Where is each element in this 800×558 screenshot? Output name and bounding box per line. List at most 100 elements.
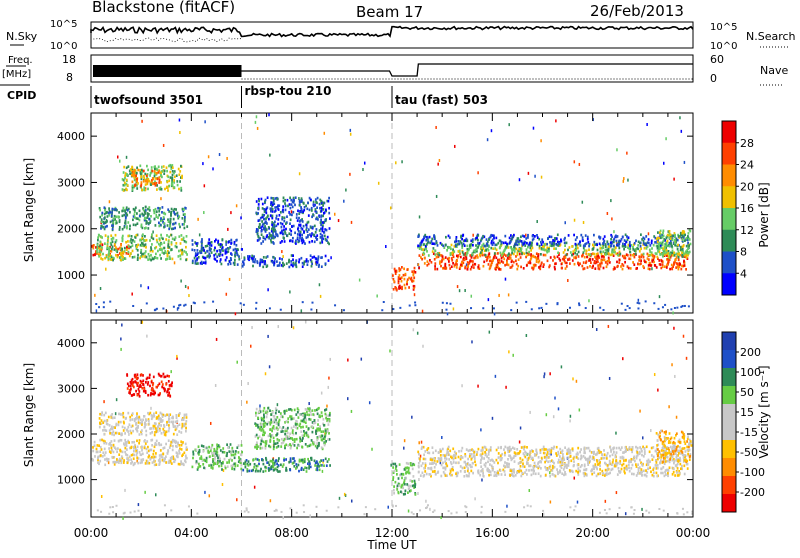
echo-cell (327, 236, 329, 239)
echo-cell (285, 469, 287, 472)
echo-cell (680, 246, 682, 249)
echo-cell (305, 418, 307, 421)
echo-cell (267, 196, 269, 199)
echo-cell (164, 446, 166, 449)
echo-cell (504, 264, 506, 267)
echo-cell (300, 219, 302, 222)
echo-cell (206, 255, 208, 258)
echo-cell (294, 444, 296, 447)
echo-cell (151, 381, 153, 384)
echo-cell (270, 499, 272, 502)
echo-cell (298, 470, 300, 473)
echo-cell (540, 139, 542, 142)
echo-cell (300, 426, 302, 429)
echo-cell (225, 259, 227, 262)
echo-cell (307, 445, 309, 448)
nsearch-line (91, 38, 242, 42)
echo-cell (651, 267, 653, 270)
echo-cell (123, 422, 125, 425)
echo-cell (301, 257, 303, 260)
echo-cell (167, 375, 169, 378)
echo-cell (136, 187, 138, 190)
echo-cell (297, 228, 299, 231)
colorbar-tick-label: 12 (740, 224, 754, 237)
echo-cell (295, 242, 297, 245)
echo-cell (649, 244, 651, 247)
echo-cell (594, 243, 596, 246)
echo-cell (685, 250, 687, 253)
echo-cell (209, 246, 211, 249)
echo-cell (426, 250, 428, 253)
echo-cell (306, 413, 308, 416)
echo-cell (418, 267, 420, 270)
echo-cell (150, 394, 152, 397)
echo-cell (640, 245, 642, 248)
echo-cell (253, 255, 255, 258)
echo-cell (317, 218, 319, 221)
echo-cell (96, 309, 98, 312)
echo-cell (119, 458, 121, 461)
echo-cell (634, 242, 636, 245)
echo-cell (277, 223, 279, 226)
echo-cell (230, 458, 232, 461)
echo-cell (687, 247, 689, 250)
echo-cell (178, 168, 180, 171)
echo-cell (133, 441, 135, 444)
echo-cell (165, 443, 167, 446)
echo-cell (266, 423, 268, 426)
echo-cell (207, 250, 209, 253)
echo-cell (139, 239, 141, 242)
echo-cell (156, 239, 158, 242)
echo-cell (115, 208, 117, 211)
echo-cell (677, 253, 679, 256)
echo-cell (495, 375, 497, 378)
echo-cell (270, 201, 272, 204)
echo-cell (181, 249, 183, 252)
echo-cell (263, 441, 265, 444)
echo-cell (162, 415, 164, 418)
echo-cell (276, 509, 278, 511)
echo-cell (490, 247, 492, 250)
echo-cell (234, 259, 236, 262)
echo-cell (659, 231, 661, 234)
echo-cell (297, 210, 299, 213)
echo-cell (263, 413, 265, 416)
echo-cell (321, 210, 323, 213)
echo-cell (211, 446, 213, 449)
echo-cell (666, 249, 668, 252)
echo-cell (166, 431, 168, 434)
colorbar-tick-label: 4 (740, 267, 747, 280)
echo-cell (390, 206, 392, 209)
echo-cell (660, 263, 662, 266)
echo-cell (130, 385, 132, 388)
echo-cell (238, 451, 240, 454)
echo-cell (246, 401, 248, 404)
echo-cell (508, 123, 510, 126)
echo-cell (315, 218, 317, 221)
echo-cell (155, 423, 157, 426)
echo-cell (192, 451, 194, 454)
echo-cell (151, 243, 153, 246)
echo-cell (555, 247, 557, 250)
echo-cell (99, 460, 101, 463)
echo-cell (433, 234, 435, 237)
echo-cell (150, 183, 152, 186)
echo-cell (133, 393, 135, 396)
echo-cell (434, 249, 436, 252)
echo-cell (557, 234, 559, 237)
echo-cell (417, 332, 419, 335)
echo-cell (154, 218, 156, 221)
echo-cell (635, 253, 637, 256)
echo-cell (662, 243, 664, 246)
echo-cell (209, 494, 211, 497)
echo-cell (178, 414, 180, 417)
echo-cell (436, 242, 438, 245)
echo-cell (168, 461, 170, 464)
echo-cell (266, 222, 268, 225)
echo-cell (102, 429, 104, 432)
echo-cell (683, 513, 685, 515)
echo-cell (282, 255, 284, 258)
echo-cell (496, 244, 498, 247)
echo-cell (212, 167, 214, 170)
echo-cell (350, 133, 352, 136)
